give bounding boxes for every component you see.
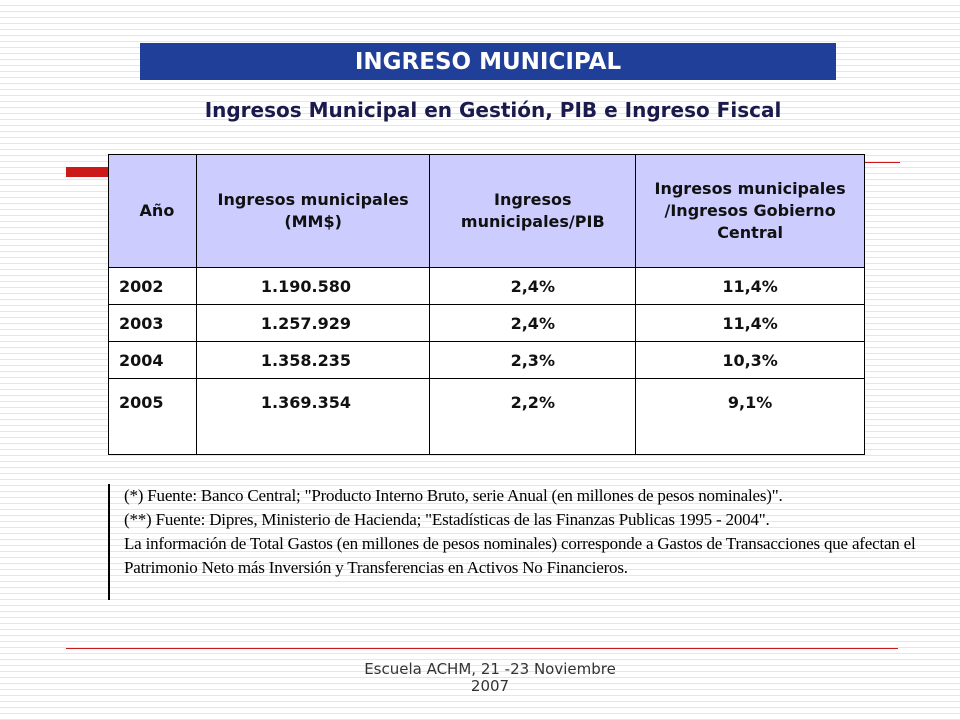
footer-line-1: Escuela ACHM, 21 -23 Noviembre — [364, 660, 616, 678]
slide-subtitle: Ingresos Municipal en Gestión, PIB e Ing… — [204, 98, 782, 122]
header-year: Año — [108, 154, 197, 268]
red-accent-block — [66, 167, 110, 177]
cell-municipal-income: 1.257.929 — [195, 304, 431, 342]
red-accent-line — [864, 162, 900, 163]
notes-left-rule — [108, 484, 110, 600]
cell-year: 2005 — [108, 378, 197, 455]
cell-municipal-income: 1.369.354 — [195, 378, 431, 455]
cell-income-pib: 2,4% — [429, 267, 637, 305]
table-row: 2002 1.190.580 2,4% 11,4% — [108, 267, 865, 305]
cell-municipal-income: 1.190.580 — [195, 267, 431, 305]
note-line: (*) Fuente: Banco Central; "Producto Int… — [124, 486, 783, 505]
cell-year: 2003 — [108, 304, 197, 342]
footer-line-2: 2007 — [470, 677, 510, 695]
header-municipal-income: Ingresos municipales (MM$) — [195, 154, 431, 268]
table-row: 2004 1.358.235 2,3% 10,3% — [108, 341, 865, 379]
table-row: 2005 1.369.354 2,2% 9,1% — [108, 378, 865, 455]
cell-year: 2002 — [108, 267, 197, 305]
cell-municipal-income: 1.358.235 — [195, 341, 431, 379]
cell-income-gov: 9,1% — [635, 378, 865, 455]
cell-year: 2004 — [108, 341, 197, 379]
note-line: (**) Fuente: Dipres, Ministerio de Hacie… — [124, 510, 770, 529]
cell-income-gov: 11,4% — [635, 304, 865, 342]
footer: Escuela ACHM, 21 -23 Noviembre 2007 — [290, 661, 690, 695]
source-notes: (*) Fuente: Banco Central; "Producto Int… — [124, 484, 916, 580]
note-line: La información de Total Gastos (en millo… — [124, 534, 916, 553]
cell-income-gov: 10,3% — [635, 341, 865, 379]
cell-income-pib: 2,2% — [429, 378, 637, 455]
income-table: Año Ingresos municipales (MM$) Ingresos … — [108, 154, 865, 455]
header-income-pib: Ingresos municipales/PIB — [429, 154, 637, 268]
header-income-gov: Ingresos municipales /Ingresos Gobierno … — [635, 154, 865, 268]
cell-income-pib: 2,3% — [429, 341, 637, 379]
slide-title: INGRESO MUNICIPAL — [140, 43, 836, 80]
note-line: Patrimonio Neto más Inversión y Transfer… — [124, 558, 628, 577]
table-row: 2003 1.257.929 2,4% 11,4% — [108, 304, 865, 342]
footer-divider — [66, 648, 898, 649]
cell-income-gov: 11,4% — [635, 267, 865, 305]
table-header-row: Año Ingresos municipales (MM$) Ingresos … — [108, 154, 865, 268]
cell-income-pib: 2,4% — [429, 304, 637, 342]
